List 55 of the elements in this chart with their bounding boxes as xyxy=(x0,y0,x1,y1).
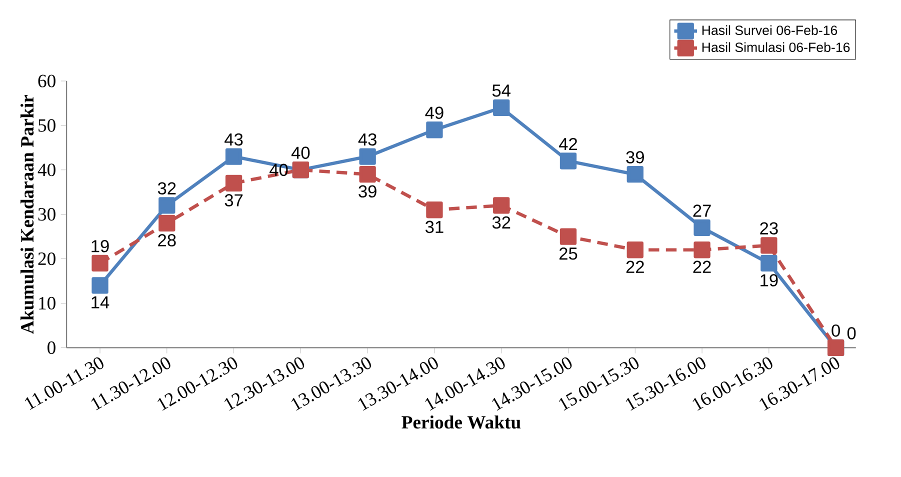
data-label: 25 xyxy=(559,247,578,260)
point xyxy=(426,122,443,138)
point xyxy=(225,174,242,192)
data-label: 43 xyxy=(224,133,243,146)
point xyxy=(560,152,577,170)
data-label: 0 xyxy=(832,324,840,337)
data-label: 23 xyxy=(760,222,778,234)
point xyxy=(760,254,778,272)
data-label: 49 xyxy=(425,106,444,119)
point xyxy=(92,277,108,294)
point xyxy=(626,242,644,258)
data-label: 32 xyxy=(158,182,176,194)
point xyxy=(225,148,242,165)
data-label: 31 xyxy=(425,220,444,234)
point xyxy=(760,237,778,254)
data-label: 37 xyxy=(224,194,243,206)
point xyxy=(158,197,176,214)
y-tick-label: 0 xyxy=(48,341,56,354)
y-tick-label: 40 xyxy=(38,164,56,176)
data-label: 42 xyxy=(559,138,578,150)
point xyxy=(359,148,376,165)
y-tick-label: 10 xyxy=(39,296,56,310)
point xyxy=(359,166,376,183)
legend-label: Hasil Survei 06-Feb-16 xyxy=(702,25,838,36)
y-tick-label: 20 xyxy=(38,252,56,266)
data-label: 32 xyxy=(492,216,510,229)
x-axis-title: Periode Waktu xyxy=(402,415,521,429)
data-label: 0 xyxy=(847,327,856,340)
point xyxy=(493,197,510,214)
data-label: 40 xyxy=(270,164,288,176)
point xyxy=(426,202,443,218)
data-label: 22 xyxy=(626,260,644,273)
data-label: 14 xyxy=(92,296,110,308)
point xyxy=(560,228,577,245)
y-tick-label: 60 xyxy=(38,74,56,88)
data-label: 22 xyxy=(693,260,711,273)
data-label: 28 xyxy=(158,234,176,246)
data-label: 19 xyxy=(92,240,109,252)
data-label: 54 xyxy=(492,84,510,97)
point xyxy=(92,254,108,272)
point xyxy=(626,166,644,183)
data-label: 39 xyxy=(626,151,644,164)
point xyxy=(694,219,710,236)
data-label: 43 xyxy=(358,133,376,146)
y-axis-title: Akumulasi Kendaraan Parkir xyxy=(20,94,34,334)
data-label: 19 xyxy=(760,274,778,286)
y-tick-label: 30 xyxy=(38,208,56,221)
legend-label: Hasil Simulasi 06-Feb-16 xyxy=(702,42,850,52)
data-label: 39 xyxy=(358,185,376,198)
data-label: 40 xyxy=(291,146,310,159)
point xyxy=(158,214,176,232)
point xyxy=(694,242,710,258)
point xyxy=(493,99,510,116)
y-tick-label: 50 xyxy=(38,119,56,132)
data-label: 27 xyxy=(693,204,711,217)
